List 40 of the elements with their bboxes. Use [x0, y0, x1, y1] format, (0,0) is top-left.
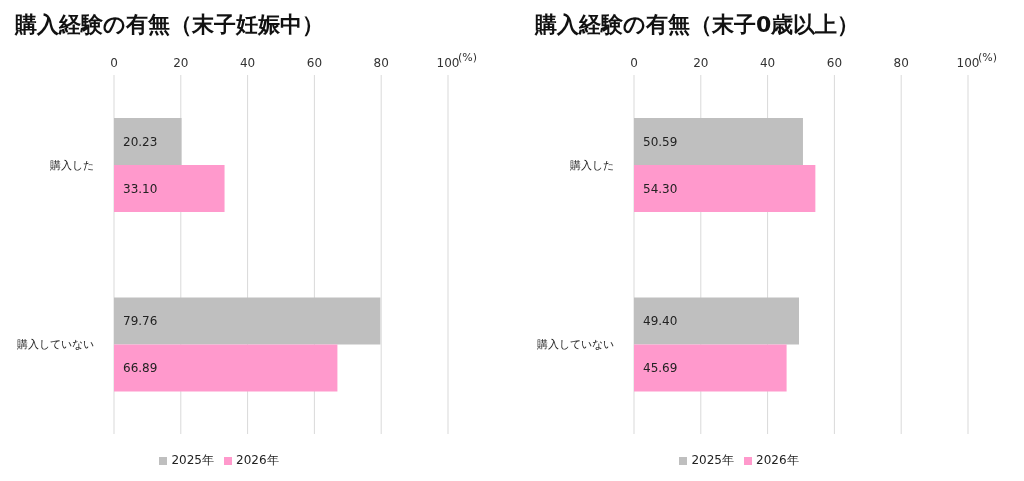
legend-label: 2026年 [236, 453, 279, 467]
x-tick-label: 80 [893, 56, 909, 70]
bar [114, 297, 381, 345]
x-tick-label: 60 [826, 56, 843, 70]
x-tick-label: 40 [759, 56, 776, 70]
y-tick-label: 購入した [50, 158, 94, 172]
bar [634, 297, 799, 345]
chart-title: 購入経験の有無（末子妊娠中） [15, 11, 324, 39]
x-axis-title: (%) [978, 51, 998, 65]
chart-title: 購入経験の有無（末子0歳以上） [535, 11, 860, 39]
x-tick-label: 0 [110, 56, 118, 70]
x-tick-label: 0 [630, 56, 638, 70]
data-label: 54.30 [643, 181, 678, 196]
x-axis-title: (%) [458, 51, 478, 65]
x-tick-label: 20 [173, 56, 189, 70]
x-tick-label: 20 [693, 56, 709, 70]
data-label: 45.69 [643, 361, 678, 376]
x-tick-label: 100 [436, 56, 460, 70]
bar [114, 344, 338, 392]
legend-label: 2025年 [691, 453, 734, 467]
bar [114, 165, 225, 213]
x-tick-label: 100 [956, 56, 980, 70]
data-label: 50.59 [643, 134, 678, 149]
legend-label: 2026年 [756, 453, 799, 467]
y-tick-label: 購入した [570, 158, 614, 172]
x-tick-label: 60 [306, 56, 323, 70]
bar [634, 165, 816, 213]
data-label: 79.76 [123, 314, 158, 329]
y-tick-label: 購入していない [537, 338, 614, 352]
data-label: 49.40 [643, 314, 678, 329]
x-tick-label: 80 [373, 56, 389, 70]
bar [634, 118, 803, 166]
data-label: 66.89 [123, 361, 158, 376]
data-label: 33.10 [123, 181, 158, 196]
y-tick-label: 購入していない [17, 338, 94, 352]
data-label: 20.23 [123, 134, 158, 149]
bar [634, 344, 787, 392]
bar [114, 118, 182, 166]
legend-label: 2025年 [171, 453, 214, 467]
x-tick-label: 40 [239, 56, 256, 70]
